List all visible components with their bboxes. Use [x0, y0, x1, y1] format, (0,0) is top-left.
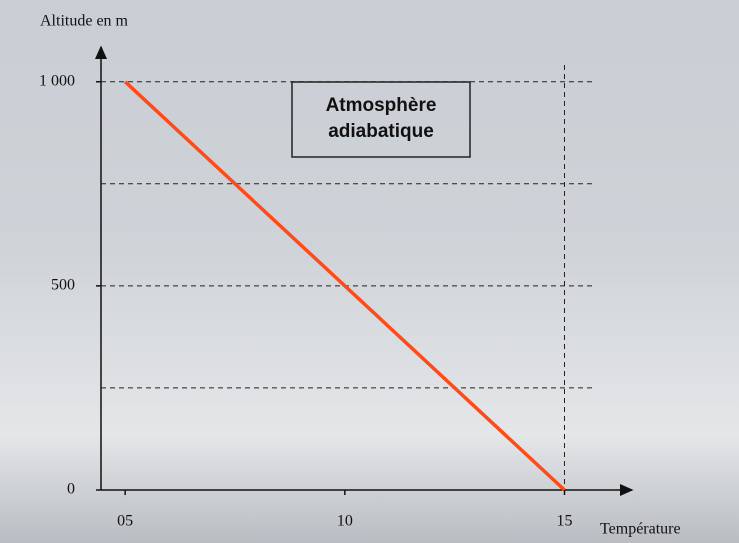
annotation: Atmosphère	[326, 95, 437, 116]
annotation: adiabatique	[328, 121, 434, 142]
x-axis-label: Température	[600, 521, 681, 538]
y-tick-label: 1 000	[39, 72, 75, 89]
chart: Altitude en m Température Atmosphère adi…	[0, 0, 739, 543]
x-tick-label: 10	[337, 513, 353, 530]
page: {"chart_data": {"type": "line", "y_label…	[0, 0, 739, 543]
y-axis-label: Altitude en m	[40, 13, 129, 30]
y-tick-label: 0	[67, 481, 75, 498]
y-tick-label: 500	[51, 277, 75, 294]
x-tick-label: 15	[556, 513, 572, 530]
x-tick-label: 05	[117, 513, 133, 530]
